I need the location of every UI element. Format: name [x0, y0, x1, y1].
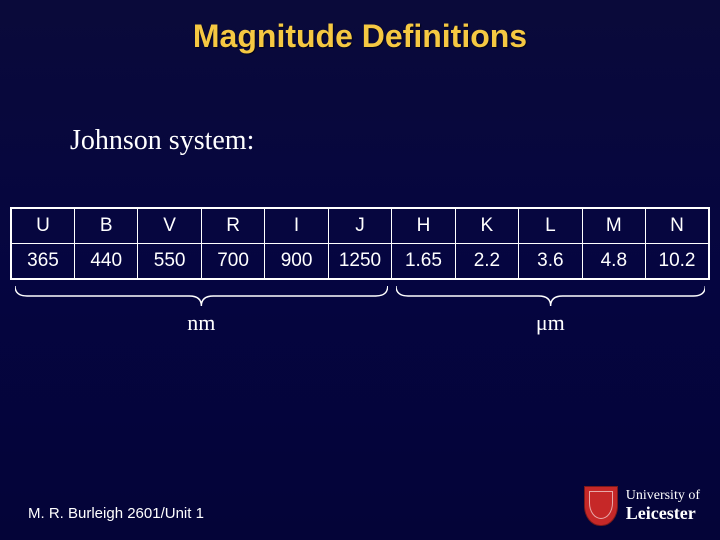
band-header: L — [519, 208, 582, 244]
band-header: M — [582, 208, 645, 244]
logo-line1: University of — [626, 488, 700, 503]
university-logo: University of Leicester — [584, 486, 700, 526]
band-value: 2.2 — [455, 244, 518, 280]
band-header: V — [138, 208, 201, 244]
band-value: 1.65 — [392, 244, 455, 280]
band-value: 10.2 — [646, 244, 709, 280]
logo-text: University of Leicester — [626, 488, 700, 523]
band-header: K — [455, 208, 518, 244]
band-value: 3.6 — [519, 244, 582, 280]
slide-subtitle: Johnson system: — [70, 125, 720, 157]
table-row: U B V R I J H K L M N — [11, 208, 709, 244]
brace-um: μm — [396, 284, 705, 336]
table-row: 365 440 550 700 900 1250 1.65 2.2 3.6 4.… — [11, 244, 709, 280]
band-header: I — [265, 208, 328, 244]
band-header: J — [328, 208, 391, 244]
bands-table-wrap: U B V R I J H K L M N 365 440 550 700 90… — [0, 207, 720, 344]
footer-text: M. R. Burleigh 2601/Unit 1 — [28, 505, 204, 522]
unit-label-nm: nm — [15, 310, 388, 336]
brace-row: nm μm — [10, 284, 710, 344]
band-value: 900 — [265, 244, 328, 280]
band-value: 440 — [74, 244, 137, 280]
band-header: N — [646, 208, 709, 244]
band-value: 700 — [201, 244, 264, 280]
band-header: R — [201, 208, 264, 244]
logo-line2: Leicester — [626, 504, 700, 524]
brace-nm: nm — [15, 284, 388, 336]
band-value: 365 — [11, 244, 74, 280]
crest-icon — [584, 486, 618, 526]
band-value: 4.8 — [582, 244, 645, 280]
band-header: H — [392, 208, 455, 244]
band-value: 550 — [138, 244, 201, 280]
bands-table: U B V R I J H K L M N 365 440 550 700 90… — [10, 207, 710, 280]
slide-title: Magnitude Definitions — [0, 0, 720, 55]
unit-label-um: μm — [396, 310, 705, 336]
band-value: 1250 — [328, 244, 391, 280]
band-header: U — [11, 208, 74, 244]
band-header: B — [74, 208, 137, 244]
